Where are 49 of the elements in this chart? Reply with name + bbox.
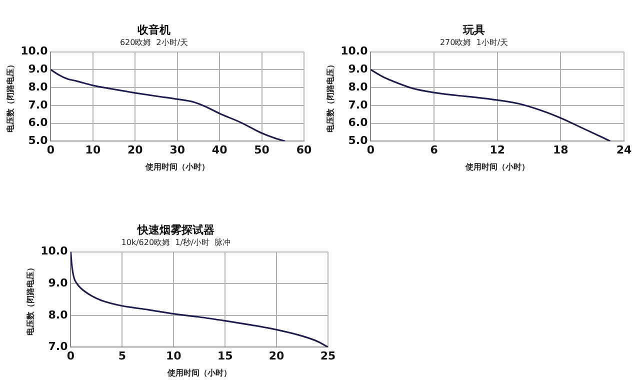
x-tick-label: 12	[490, 144, 506, 157]
x-axis-title: 使用时间（小时）	[464, 162, 530, 172]
y-axis-title: 电压数（闭路电压）	[6, 60, 15, 132]
x-axis-title: 使用时间（小时）	[144, 162, 210, 172]
y-tick-label: 6.0	[28, 116, 48, 130]
y-tick-label: 10.0	[340, 44, 368, 58]
y-tick-label: 9.0	[28, 62, 48, 76]
y-tick-label: 8.0	[28, 80, 48, 94]
x-axis-title: 使用时间（小时）	[166, 368, 232, 378]
y-tick-label: 10.0	[40, 244, 68, 258]
x-tick-label: 0	[66, 350, 75, 363]
chart-subtitle: 10k/620欧姆 1/秒/小时 脉冲	[121, 238, 231, 248]
y-tick-label: 5.0	[348, 134, 368, 148]
chart-subtitle: 270欧姆 1小时/天	[440, 38, 508, 48]
x-tick-label: 60	[296, 144, 312, 157]
x-tick-label: 20	[268, 350, 285, 363]
x-tick-label: 20	[128, 144, 144, 157]
y-axis-title: 电压数（闭路电压）	[26, 264, 35, 336]
y-tick-label: 7.0	[28, 98, 48, 112]
y-tick-label: 8.0	[48, 308, 68, 322]
x-tick-label: 50	[254, 144, 270, 157]
x-tick-label: 24	[616, 144, 632, 157]
y-tick-label: 8.0	[348, 80, 368, 94]
x-tick-label: 5	[118, 350, 126, 363]
chart-title: 快速烟雾探试器	[136, 223, 214, 236]
line-series	[70, 252, 328, 348]
chart-title: 收音机	[138, 23, 170, 36]
y-tick-label: 5.0	[28, 134, 48, 148]
y-tick-label: 7.0	[348, 98, 368, 112]
x-tick-label: 40	[212, 144, 228, 157]
x-tick-label: 0	[366, 144, 375, 157]
x-tick-label: 0	[46, 144, 55, 157]
x-tick-label: 6	[430, 144, 438, 157]
chart-title: 玩具	[462, 23, 485, 36]
x-tick-label: 15	[217, 350, 233, 363]
line-series	[50, 68, 286, 142]
y-axis-title: 电压数（闭路电压）	[326, 60, 335, 132]
x-tick-label: 25	[320, 350, 336, 363]
y-tick-label: 9.0	[48, 276, 68, 290]
line-series	[370, 68, 612, 142]
y-tick-label: 6.0	[348, 116, 368, 130]
x-tick-label: 10	[166, 350, 182, 363]
y-tick-label: 7.0	[48, 340, 68, 354]
y-tick-label: 9.0	[348, 62, 368, 76]
x-tick-label: 18	[553, 144, 568, 157]
x-tick-label: 10	[85, 144, 101, 157]
x-tick-label: 30	[170, 144, 186, 157]
y-tick-label: 10.0	[20, 44, 48, 58]
chart-subtitle: 620欧姆 2小时/天	[120, 38, 188, 48]
